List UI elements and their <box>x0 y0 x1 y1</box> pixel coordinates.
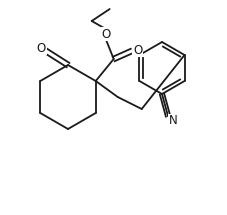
Text: O: O <box>36 41 45 54</box>
Text: N: N <box>168 115 177 127</box>
Text: O: O <box>133 43 142 57</box>
Text: O: O <box>101 28 110 40</box>
